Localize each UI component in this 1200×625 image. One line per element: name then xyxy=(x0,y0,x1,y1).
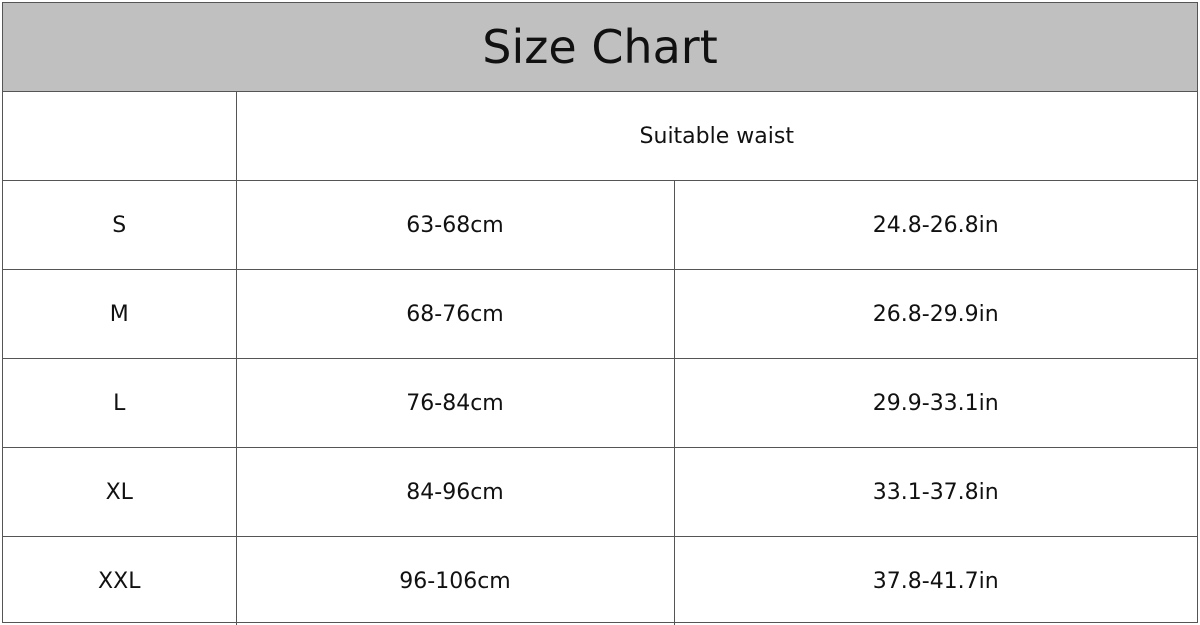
size-label: L xyxy=(3,358,237,448)
size-label: M xyxy=(3,269,237,359)
table-row: XL 84-96cm 33.1-37.8in xyxy=(3,447,1197,537)
waist-cm-cell: 76-84cm xyxy=(235,358,675,448)
waist-cm-cell: 96-106cm xyxy=(235,536,675,625)
size-label: S xyxy=(3,180,237,270)
waist-inch-cell: 24.8-26.8in xyxy=(673,180,1197,270)
header-waist-label: Suitable waist xyxy=(235,92,1197,181)
size-label: XXL xyxy=(3,536,237,625)
table-row: XXL 96-106cm 37.8-41.7in xyxy=(3,536,1197,625)
table-row: S 63-68cm 24.8-26.8in xyxy=(3,180,1197,270)
waist-cm-cell: 84-96cm xyxy=(235,447,675,537)
waist-cm-cell: 68-76cm xyxy=(235,269,675,359)
waist-cm-cell: 63-68cm xyxy=(235,180,675,270)
waist-inch-cell: 29.9-33.1in xyxy=(673,358,1197,448)
chart-title: Size Chart xyxy=(3,3,1197,92)
header-row: Suitable waist xyxy=(3,92,1197,181)
header-corner-cell xyxy=(3,92,237,181)
waist-inch-cell: 33.1-37.8in xyxy=(673,447,1197,537)
size-table: Suitable waist S 63-68cm 24.8-26.8in M 6… xyxy=(3,92,1197,625)
size-label: XL xyxy=(3,447,237,537)
table-row: L 76-84cm 29.9-33.1in xyxy=(3,358,1197,448)
waist-inch-cell: 37.8-41.7in xyxy=(673,536,1197,625)
waist-inch-cell: 26.8-29.9in xyxy=(673,269,1197,359)
table-row: M 68-76cm 26.8-29.9in xyxy=(3,269,1197,359)
